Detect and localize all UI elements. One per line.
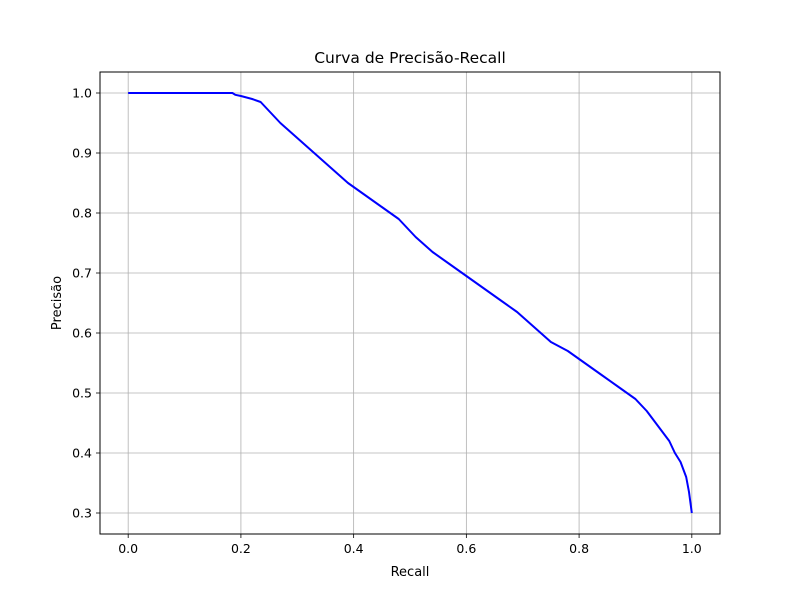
y-tick-label: 0.3 — [72, 506, 92, 521]
x-tick-label: 0.6 — [456, 541, 476, 556]
y-tick-label: 0.4 — [72, 446, 92, 461]
series-layer — [128, 92, 693, 514]
pr-curve-line — [128, 92, 693, 514]
plot-frame — [99, 71, 721, 535]
y-axis: 0.3 0.4 0.5 0.6 0.7 0.8 0.9 1.0 — [72, 86, 100, 521]
y-axis-label: Precisão — [50, 276, 65, 330]
x-tick-label: 0.8 — [569, 541, 589, 556]
x-axis-label: Recall — [391, 565, 430, 580]
x-axis: 0.0 0.2 0.4 0.6 0.8 1.0 — [118, 534, 702, 556]
y-tick-label: 0.6 — [72, 326, 92, 341]
grid — [100, 72, 720, 534]
chart-title: Curva de Precisão-Recall — [314, 49, 506, 67]
x-tick-label: 0.4 — [344, 541, 364, 556]
y-tick-label: 0.8 — [72, 206, 92, 221]
x-tick-label: 0.0 — [118, 541, 138, 556]
x-tick-label: 1.0 — [682, 541, 702, 556]
y-tick-label: 0.9 — [72, 146, 92, 161]
y-tick-label: 0.5 — [72, 386, 92, 401]
y-tick-label: 1.0 — [72, 86, 92, 101]
x-tick-label: 0.2 — [231, 541, 251, 556]
y-tick-label: 0.7 — [72, 266, 92, 281]
